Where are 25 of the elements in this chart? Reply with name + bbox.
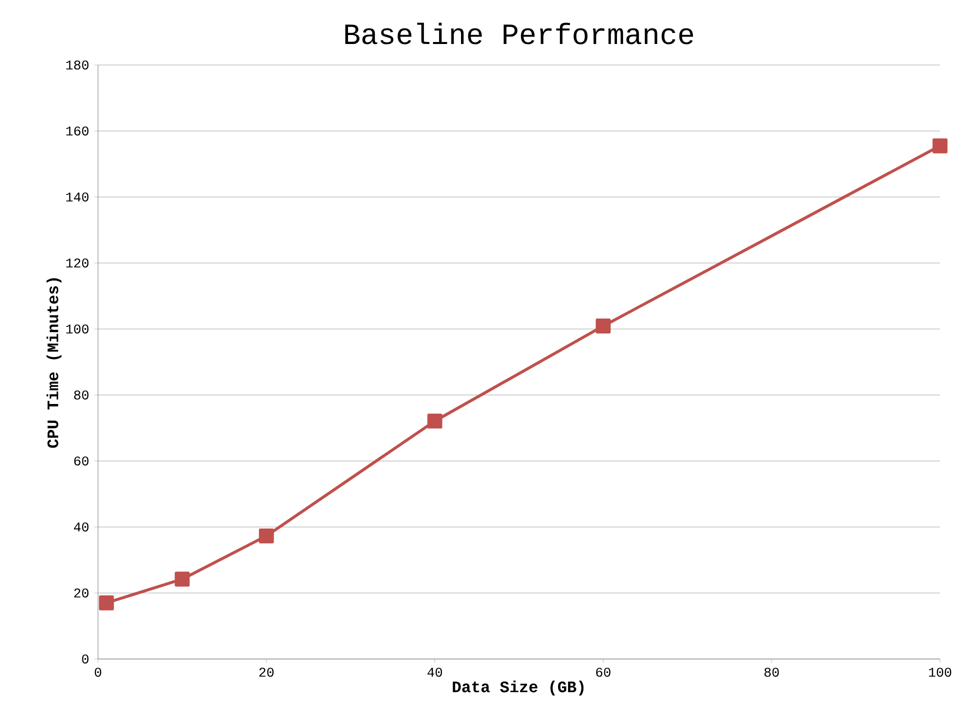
y-tick-label: 180 xyxy=(66,60,88,70)
y-tick-label: 60 xyxy=(74,456,88,466)
x-tick-label: 40 xyxy=(427,668,442,677)
point xyxy=(932,138,948,154)
y-tick-label: 160 xyxy=(66,126,88,136)
y-tick-label: 20 xyxy=(74,588,88,598)
x-tick-label: 100 xyxy=(928,668,952,677)
point xyxy=(174,572,190,587)
x-tick-label: 0 xyxy=(94,668,102,677)
point xyxy=(427,414,442,429)
point xyxy=(98,595,114,610)
chart-title: Baseline Performance xyxy=(345,22,694,44)
point xyxy=(258,528,274,544)
y-tick-label: 100 xyxy=(66,324,88,334)
y-axis-title: CPU Time (Minutes) xyxy=(46,278,62,448)
y-tick-label: 120 xyxy=(66,258,88,268)
y-tick-label: 140 xyxy=(66,192,88,202)
point xyxy=(596,318,611,334)
x-axis-title: Data Size (GB) xyxy=(452,680,584,696)
y-tick-label: 40 xyxy=(74,522,88,532)
y-tick-label: 0 xyxy=(82,654,88,664)
x-tick-label: 60 xyxy=(596,668,610,677)
x-tick-label: 80 xyxy=(764,668,779,677)
x-tick-label: 20 xyxy=(259,668,274,677)
y-tick-label: 80 xyxy=(74,390,88,400)
